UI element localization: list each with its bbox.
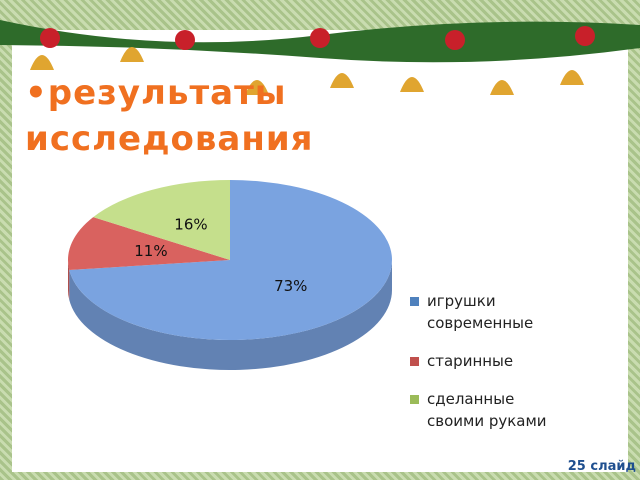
legend: игрушки современные старинные сделанные св…: [410, 290, 570, 448]
pie-slice: [69, 180, 393, 340]
legend-label: старинные: [427, 352, 514, 370]
slide-number: 25 слайд: [567, 459, 636, 474]
legend-item: старинные: [410, 350, 570, 372]
data-label: 11%: [134, 242, 167, 260]
data-label: 73%: [274, 277, 307, 295]
legend-swatch: [410, 395, 419, 404]
data-label: 16%: [174, 215, 207, 233]
slide-title: результаты исследования: [25, 70, 405, 162]
pie-depth: [68, 260, 70, 301]
pie-slice: [93, 180, 231, 260]
legend-label: игрушки современные: [427, 292, 534, 332]
legend-swatch: [410, 297, 419, 306]
bows: [40, 26, 595, 50]
legend-label: сделанные своими руками: [427, 390, 547, 430]
legend-item: игрушки современные: [410, 290, 570, 334]
pie-depth: [69, 260, 393, 371]
legend-swatch: [410, 357, 419, 366]
legend-item: сделанные своими руками: [410, 388, 570, 432]
pie-slice: [67, 217, 230, 271]
